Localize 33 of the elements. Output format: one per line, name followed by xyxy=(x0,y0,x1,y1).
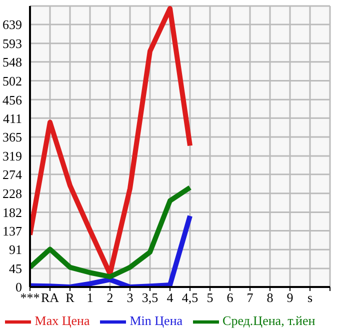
y-tick-label: 456 xyxy=(2,92,22,108)
y-tick-label: 0 xyxy=(16,280,22,295)
x-tick-label: 3,5 xyxy=(142,290,158,306)
y-tick-label: 137 xyxy=(2,223,22,238)
y-tick-label: 319 xyxy=(2,148,22,164)
legend-label: Min Цена xyxy=(130,312,183,328)
x-tick-label: 2 xyxy=(106,290,114,306)
y-tick-label: 593 xyxy=(2,36,22,51)
y-tick-label: 228 xyxy=(2,186,22,201)
x-tick-label: R xyxy=(66,290,75,306)
y-tick-label: 411 xyxy=(2,110,22,126)
y-tick-label: 639 xyxy=(2,17,22,32)
y-tick-label: 548 xyxy=(2,54,22,70)
y-tick-label: 91 xyxy=(9,242,22,258)
x-tick-label: 3 xyxy=(126,290,134,306)
legend-label: Max Цена xyxy=(34,312,90,328)
y-tick-label: 182 xyxy=(2,204,22,220)
x-tick-label: *** xyxy=(20,290,40,306)
x-tick-label: s xyxy=(307,290,313,306)
legend-label: Сред.Цена, т.йен xyxy=(222,312,316,328)
x-tick-label: 4,5 xyxy=(182,290,198,306)
x-tick-label: 7 xyxy=(246,290,254,306)
y-tick-label: 274 xyxy=(2,167,22,182)
x-tick-label: 4 xyxy=(166,290,174,306)
x-tick-label: 1 xyxy=(86,290,94,306)
y-tick-label: 502 xyxy=(2,73,22,88)
x-tick-label: 6 xyxy=(226,290,234,306)
x-tick-label: 9 xyxy=(286,290,294,306)
x-tick-label: RA xyxy=(40,290,60,306)
x-tick-label: 8 xyxy=(266,290,274,306)
y-tick-label: 45 xyxy=(9,261,22,276)
x-tick-label: 5 xyxy=(206,290,214,306)
y-tick-label: 365 xyxy=(2,130,22,145)
